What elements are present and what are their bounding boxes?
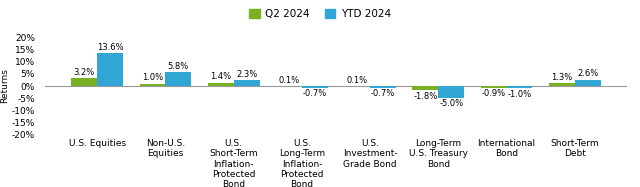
Text: 0.1%: 0.1% — [278, 76, 300, 85]
Bar — [549, 83, 575, 86]
Text: 2.6%: 2.6% — [577, 70, 598, 79]
Bar — [575, 80, 601, 86]
Text: -1.0%: -1.0% — [508, 90, 532, 99]
Bar — [438, 86, 464, 98]
Bar — [507, 86, 532, 88]
Bar — [481, 86, 507, 88]
Text: -0.7%: -0.7% — [303, 89, 327, 98]
Text: -0.9%: -0.9% — [481, 89, 506, 98]
Legend: Q2 2024, YTD 2024: Q2 2024, YTD 2024 — [245, 5, 395, 24]
Text: -5.0%: -5.0% — [439, 99, 463, 108]
Bar — [165, 72, 191, 86]
Bar — [370, 86, 396, 88]
Bar — [71, 78, 97, 86]
Text: -1.8%: -1.8% — [413, 92, 438, 101]
Bar — [208, 83, 234, 86]
Text: 2.3%: 2.3% — [236, 70, 257, 79]
Bar — [97, 53, 123, 86]
Text: 3.2%: 3.2% — [74, 68, 95, 77]
Bar — [140, 84, 165, 86]
Text: 1.0%: 1.0% — [142, 73, 163, 82]
Bar — [234, 80, 260, 86]
Bar — [302, 86, 328, 88]
Text: -0.7%: -0.7% — [371, 89, 396, 98]
Bar — [412, 86, 438, 90]
Text: 0.1%: 0.1% — [347, 76, 368, 85]
Text: 1.4%: 1.4% — [210, 72, 231, 81]
Y-axis label: Returns: Returns — [0, 69, 9, 103]
Text: 13.6%: 13.6% — [97, 43, 124, 52]
Text: 1.3%: 1.3% — [551, 73, 572, 82]
Text: 5.8%: 5.8% — [168, 62, 189, 71]
